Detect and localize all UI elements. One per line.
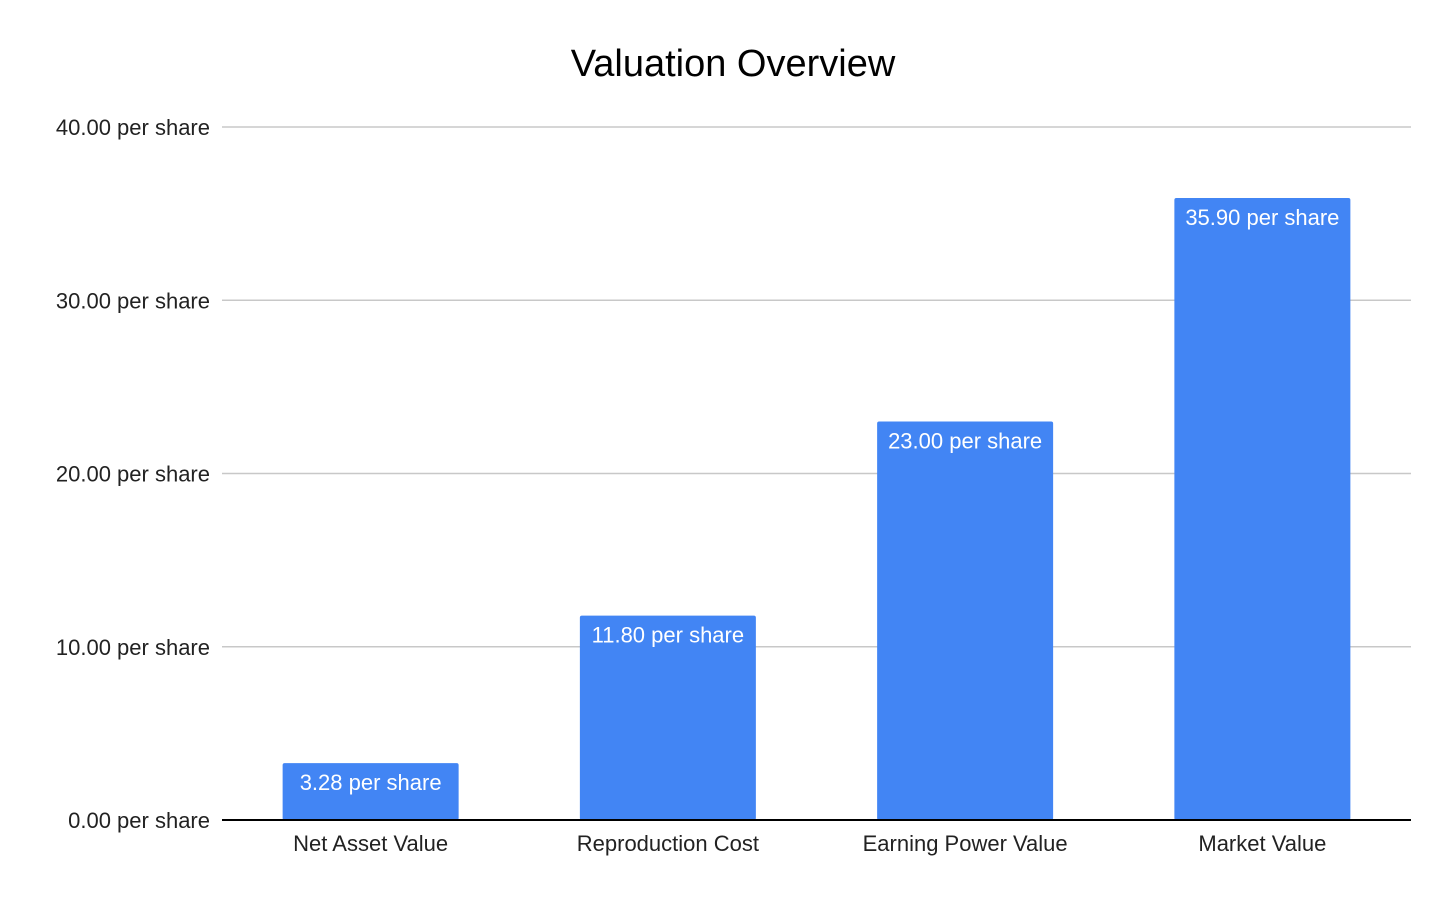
x-tick-label: Reproduction Cost bbox=[577, 831, 759, 856]
y-tick-label: 10.00 per share bbox=[56, 635, 210, 660]
chart-title: Valuation Overview bbox=[571, 43, 896, 85]
x-tick-label: Net Asset Value bbox=[293, 831, 448, 856]
y-tick-label: 40.00 per share bbox=[56, 115, 210, 140]
bar bbox=[282, 763, 459, 820]
y-tick-label: 0.00 per share bbox=[68, 808, 210, 833]
bar bbox=[579, 615, 756, 820]
y-tick-label: 30.00 per share bbox=[56, 288, 210, 313]
bars: 3.28 per share 11.80 per share 23.00 per s… bbox=[282, 198, 1351, 821]
y-axis: 0.00 per share 10.00 per share 20.00 per s… bbox=[56, 115, 210, 833]
x-tick-label: Earning Power Value bbox=[863, 831, 1068, 856]
data-label: 3.28 per share bbox=[300, 770, 442, 795]
y-tick-label: 20.00 per share bbox=[56, 462, 210, 487]
data-label: 35.90 per share bbox=[1185, 205, 1339, 230]
data-label: 23.00 per share bbox=[888, 429, 1042, 454]
data-label: 11.80 per share bbox=[592, 623, 744, 648]
bar bbox=[1174, 198, 1351, 821]
x-axis: Net Asset Value Reproduction Cost Earning … bbox=[222, 819, 1411, 856]
x-tick-label: Market Value bbox=[1198, 831, 1326, 856]
bar bbox=[877, 421, 1054, 820]
